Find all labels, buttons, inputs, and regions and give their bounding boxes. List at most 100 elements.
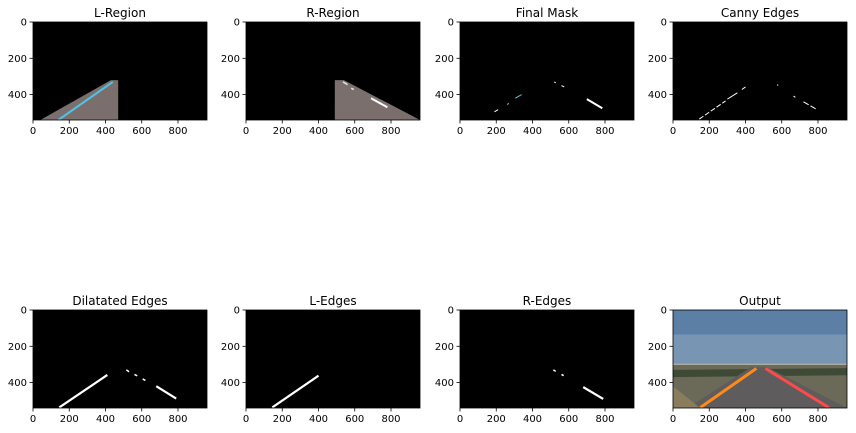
x-tick-label: 600 bbox=[559, 126, 578, 137]
edge-line bbox=[561, 373, 565, 377]
x-tick-label: 200 bbox=[60, 126, 79, 137]
sky-top bbox=[673, 310, 847, 335]
axes-frame bbox=[672, 309, 848, 409]
edge-line bbox=[155, 385, 177, 400]
left-lane-line bbox=[699, 367, 758, 408]
panel-image bbox=[246, 22, 420, 120]
edge-line bbox=[727, 92, 738, 100]
panel-output: Output 0 200 400 600 800 0 200 400 bbox=[648, 294, 848, 425]
y-tick-label: 0 bbox=[234, 306, 240, 317]
y-tick-label: 200 bbox=[435, 54, 454, 65]
right-region-road bbox=[334, 80, 420, 120]
image-background bbox=[33, 310, 207, 408]
lane-dash bbox=[370, 97, 388, 109]
panel-image bbox=[246, 310, 420, 408]
x-tick-label: 800 bbox=[381, 126, 400, 137]
mask-segment bbox=[506, 102, 510, 105]
x-tick-label: 600 bbox=[132, 126, 151, 137]
axes-frame bbox=[459, 21, 635, 121]
axes-frame bbox=[32, 309, 208, 409]
image-background bbox=[246, 310, 420, 408]
x-tick-label: 0 bbox=[30, 126, 36, 137]
y-tick-label: 0 bbox=[448, 306, 454, 317]
axes-frame bbox=[32, 21, 208, 121]
edge-line bbox=[552, 369, 557, 372]
y-tick-label: 200 bbox=[8, 54, 27, 65]
panel-canny-edges: Canny Edges 0 200 400 600 800 0 200 400 bbox=[648, 6, 848, 137]
edge-line bbox=[125, 369, 130, 373]
x-tick-label: 800 bbox=[381, 414, 400, 425]
left-lane-marking bbox=[57, 81, 114, 120]
panel-title: L-Edges bbox=[309, 294, 356, 308]
x-tick-label: 600 bbox=[345, 414, 364, 425]
y-tick-label: 400 bbox=[221, 90, 240, 101]
edge-line bbox=[58, 374, 108, 408]
y-tick-label: 400 bbox=[8, 90, 27, 101]
x-tick-label: 200 bbox=[700, 126, 719, 137]
edge-line bbox=[803, 101, 817, 110]
y-tick-label: 400 bbox=[8, 378, 27, 389]
mask-segment bbox=[553, 81, 556, 84]
panel-title: Output bbox=[739, 294, 781, 308]
y-tick-label: 400 bbox=[648, 90, 667, 101]
panel-image bbox=[673, 22, 847, 120]
y-tick-label: 200 bbox=[221, 342, 240, 353]
panel-r-edges: R-Edges 0 200 400 600 800 0 200 400 bbox=[435, 294, 635, 425]
mask-segment bbox=[494, 109, 499, 113]
x-tick-label: 600 bbox=[132, 414, 151, 425]
image-background bbox=[460, 310, 634, 408]
y-tick-label: 200 bbox=[648, 54, 667, 65]
y-tick-label: 400 bbox=[435, 378, 454, 389]
x-tick-label: 200 bbox=[273, 414, 292, 425]
x-tick-label: 200 bbox=[60, 414, 79, 425]
edge-line bbox=[134, 373, 138, 377]
edge-line bbox=[776, 84, 779, 86]
panel-title: Dilatated Edges bbox=[72, 294, 167, 308]
x-tick-label: 600 bbox=[772, 126, 791, 137]
x-tick-label: 0 bbox=[30, 414, 36, 425]
x-tick-label: 800 bbox=[168, 414, 187, 425]
x-tick-label: 0 bbox=[457, 414, 463, 425]
left-region-road bbox=[40, 80, 119, 120]
panel-image bbox=[460, 310, 634, 408]
x-tick-label: 200 bbox=[700, 414, 719, 425]
x-tick-label: 800 bbox=[595, 126, 614, 137]
road bbox=[687, 367, 847, 408]
axes-frame bbox=[672, 21, 848, 121]
panel-title: R-Region bbox=[306, 6, 359, 20]
shoulder bbox=[673, 386, 701, 408]
panel-image bbox=[460, 22, 634, 120]
axes-frame bbox=[245, 21, 421, 121]
y-tick-label: 200 bbox=[648, 342, 667, 353]
lane-dash bbox=[342, 81, 348, 86]
image-background bbox=[246, 22, 420, 120]
panel-title: L-Region bbox=[94, 6, 146, 20]
x-tick-label: 800 bbox=[808, 414, 827, 425]
x-tick-label: 200 bbox=[487, 414, 506, 425]
x-tick-label: 400 bbox=[309, 126, 328, 137]
y-tick-label: 400 bbox=[435, 90, 454, 101]
panel-image bbox=[33, 22, 207, 120]
axes-frame bbox=[459, 309, 635, 409]
y-tick-label: 400 bbox=[221, 378, 240, 389]
y-tick-label: 0 bbox=[21, 18, 27, 29]
y-tick-label: 200 bbox=[435, 342, 454, 353]
mask-segment bbox=[586, 98, 603, 110]
x-tick-label: 0 bbox=[243, 414, 249, 425]
x-tick-label: 0 bbox=[457, 126, 463, 137]
x-tick-label: 0 bbox=[670, 414, 676, 425]
x-tick-label: 400 bbox=[736, 126, 755, 137]
x-tick-label: 800 bbox=[595, 414, 614, 425]
lane-dash bbox=[350, 87, 355, 91]
x-tick-label: 600 bbox=[772, 414, 791, 425]
panel-dilated-edges: Dilatated Edges 0 200 400 600 800 0 200 400 bbox=[8, 294, 208, 425]
edge-line bbox=[741, 86, 746, 90]
edge-line bbox=[698, 100, 726, 120]
panel-r-region: R-Region 0 200 400 600 800 0 200 400 bbox=[221, 6, 421, 137]
y-tick-label: 0 bbox=[234, 18, 240, 29]
panel-image bbox=[33, 310, 207, 408]
panel-l-edges: L-Edges 0 200 400 600 800 0 200 400 bbox=[221, 294, 421, 425]
panel-title: R-Edges bbox=[523, 294, 572, 308]
x-tick-label: 400 bbox=[96, 414, 115, 425]
